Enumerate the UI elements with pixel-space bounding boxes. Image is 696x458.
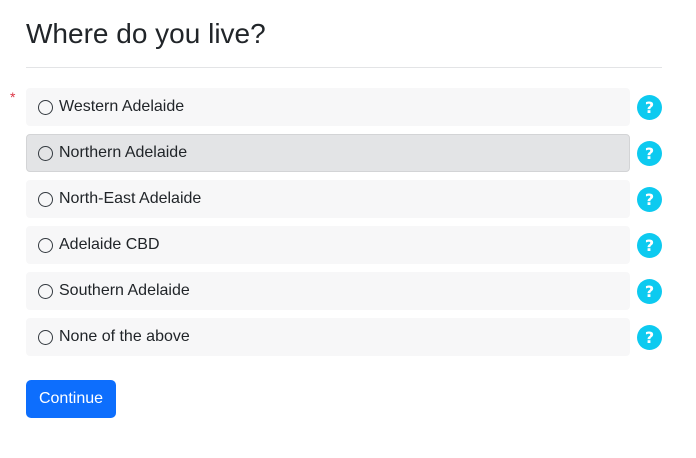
option-southern-adelaide[interactable]: Southern Adelaide [26,272,630,310]
option-row: None of the above ? [26,318,666,356]
radio-unchecked-icon[interactable] [38,329,53,345]
radio-unchecked-icon[interactable] [38,237,53,253]
option-row: Southern Adelaide ? [26,272,666,310]
option-label: Adelaide CBD [59,236,160,253]
option-label: Northern Adelaide [59,144,188,161]
option-row: Adelaide CBD ? [26,226,666,264]
question-circle-icon[interactable]: ? [637,187,662,212]
continue-button[interactable]: Continue [26,380,116,418]
option-label: None of the above [59,328,190,345]
option-adelaide-cbd[interactable]: Adelaide CBD [26,226,630,264]
question-circle-icon[interactable]: ? [637,233,662,258]
question-circle-icon[interactable]: ? [637,141,662,166]
option-label: North-East Adelaide [59,190,202,207]
option-label: Western Adelaide [59,98,185,115]
option-row: Northern Adelaide ? [26,134,666,172]
option-western-adelaide[interactable]: Western Adelaide [26,88,630,126]
option-row: Western Adelaide ? [26,88,666,126]
option-northern-adelaide[interactable]: Northern Adelaide [26,134,630,172]
option-label: Southern Adelaide [59,282,190,299]
option-none-of-the-above[interactable]: None of the above [26,318,630,356]
options-list: Western Adelaide ? Northern Adelaide ? N… [26,88,666,364]
question-circle-icon[interactable]: ? [637,95,662,120]
question-circle-icon[interactable]: ? [637,279,662,304]
radio-unchecked-icon[interactable] [38,145,53,161]
radio-unchecked-icon[interactable] [38,283,53,299]
radio-unchecked-icon[interactable] [38,99,53,115]
question-title: Where do you live? [26,18,266,49]
required-marker: * [10,89,16,105]
title-divider [26,67,662,68]
radio-unchecked-icon[interactable] [38,191,53,207]
option-north-east-adelaide[interactable]: North-East Adelaide [26,180,630,218]
question-circle-icon[interactable]: ? [637,325,662,350]
option-row: North-East Adelaide ? [26,180,666,218]
